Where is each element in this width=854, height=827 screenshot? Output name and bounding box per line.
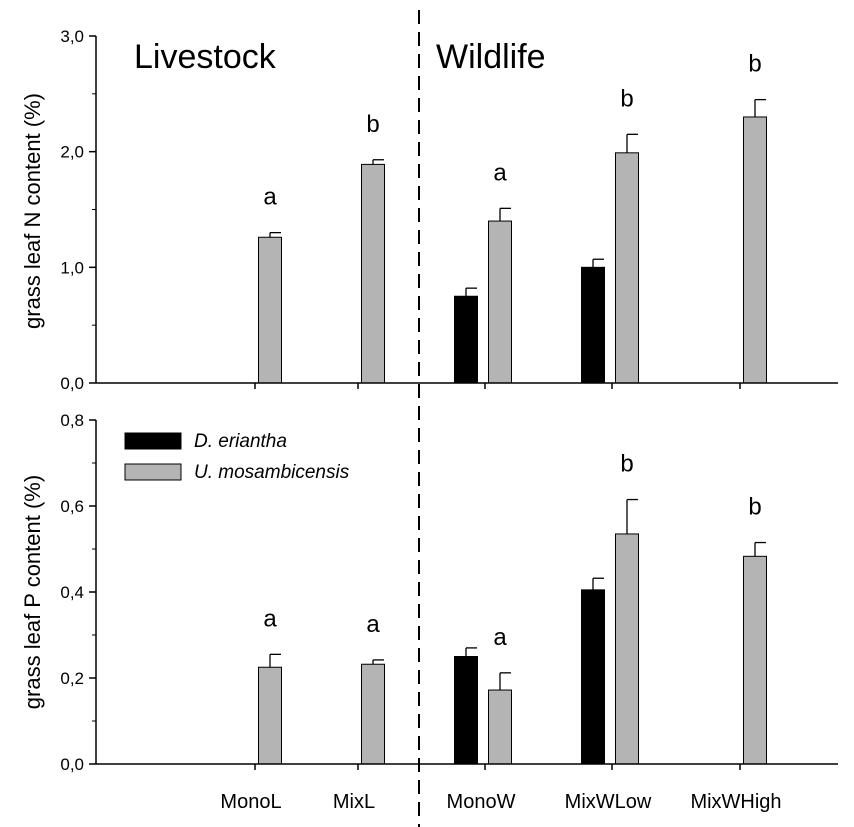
panel-0-significance-MonoL: a <box>263 184 277 211</box>
section-label-wildlife: Wildlife <box>436 38 546 76</box>
panel-1-significance-MonoW: a <box>493 624 507 651</box>
panel-1-significance-MixL: a <box>366 611 380 638</box>
panel-0-y-tick-label: 3,0 <box>60 27 84 46</box>
panel-0-bar-MixWLow-series-0 <box>581 266 605 384</box>
legend-label-u-mosambicensis: U. mosambicensis <box>194 462 350 483</box>
panel-0-bar-MixL-series-1 <box>361 163 385 384</box>
legend-label-d-eriantha: D. eriantha <box>194 431 287 452</box>
panel-1-bar-MixWLow-series-0 <box>581 589 605 765</box>
panel-1-y-tick-label: 0,2 <box>60 669 84 688</box>
panel-1-y-tick-label: 0,4 <box>60 583 84 602</box>
panel-0-significance-MixWHigh: b <box>748 51 761 78</box>
x-category-label-MixWHigh: MixWHigh <box>690 791 781 813</box>
panel-0-bar-MixWHigh-series-1 <box>743 116 767 384</box>
panel-1-significance-MixWLow: b <box>620 451 633 478</box>
legend-swatch-d-eriantha <box>124 432 182 450</box>
panel-0-y-tick-label: 1,0 <box>60 258 84 277</box>
x-category-label-MixL: MixL <box>333 791 375 813</box>
x-category-label-MonoW: MonoW <box>447 791 516 813</box>
panel-1-bar-MonoW-series-1 <box>488 689 512 765</box>
panel-0-bar-MixWLow-series-1 <box>615 152 639 384</box>
panel-1-significance-MixWHigh: b <box>748 494 761 521</box>
panel-0-significance-MonoW: a <box>493 159 507 186</box>
x-category-label-MixWLow: MixWLow <box>565 791 652 813</box>
panel-1-bar-MixWLow-series-1 <box>615 533 639 765</box>
panel-1-bar-MixWHigh-series-1 <box>743 555 767 765</box>
bars-layer <box>258 98 767 765</box>
panel-1-y-tick-label: 0,6 <box>60 497 84 516</box>
panel-0-bar-MonoW-series-0 <box>454 295 478 384</box>
axes-layer <box>89 35 838 770</box>
panel-0-bar-MonoL-series-1 <box>258 236 282 384</box>
panel-0-y-tick-label: 0,0 <box>60 374 84 393</box>
bottom-y-axis-title: grass leaf P content (%) <box>20 475 45 709</box>
panel-1-bar-MonoL-series-1 <box>258 666 282 765</box>
x-category-label-MonoL: MonoL <box>220 791 281 813</box>
legend: D. eriantha U. mosambicensis <box>124 431 350 483</box>
panel-0-significance-MixL: b <box>366 111 379 138</box>
panel-1-y-tick-label: 0,8 <box>60 411 84 430</box>
panel-0-bar-MonoW-series-1 <box>488 220 512 384</box>
panel-0-significance-MixWLow: b <box>620 85 633 112</box>
text-layer: 0,0 1,0 2,0 3,0 a b a b b 0,0 0,2 0,4 0,6 0,8 a a a b b Mon… <box>60 27 781 813</box>
panel-1-bar-MonoW-series-0 <box>454 656 478 765</box>
section-label-livestock: Livestock <box>134 38 277 76</box>
panel-1-y-tick-label: 0,0 <box>60 755 84 774</box>
panel-0-y-tick-label: 2,0 <box>60 143 84 162</box>
panel-1-significance-MonoL: a <box>263 605 277 632</box>
panel-1-bar-MixL-series-1 <box>361 663 385 765</box>
legend-swatch-u-mosambicensis <box>124 463 182 481</box>
top-y-axis-title: grass leaf N content (%) <box>20 93 45 329</box>
